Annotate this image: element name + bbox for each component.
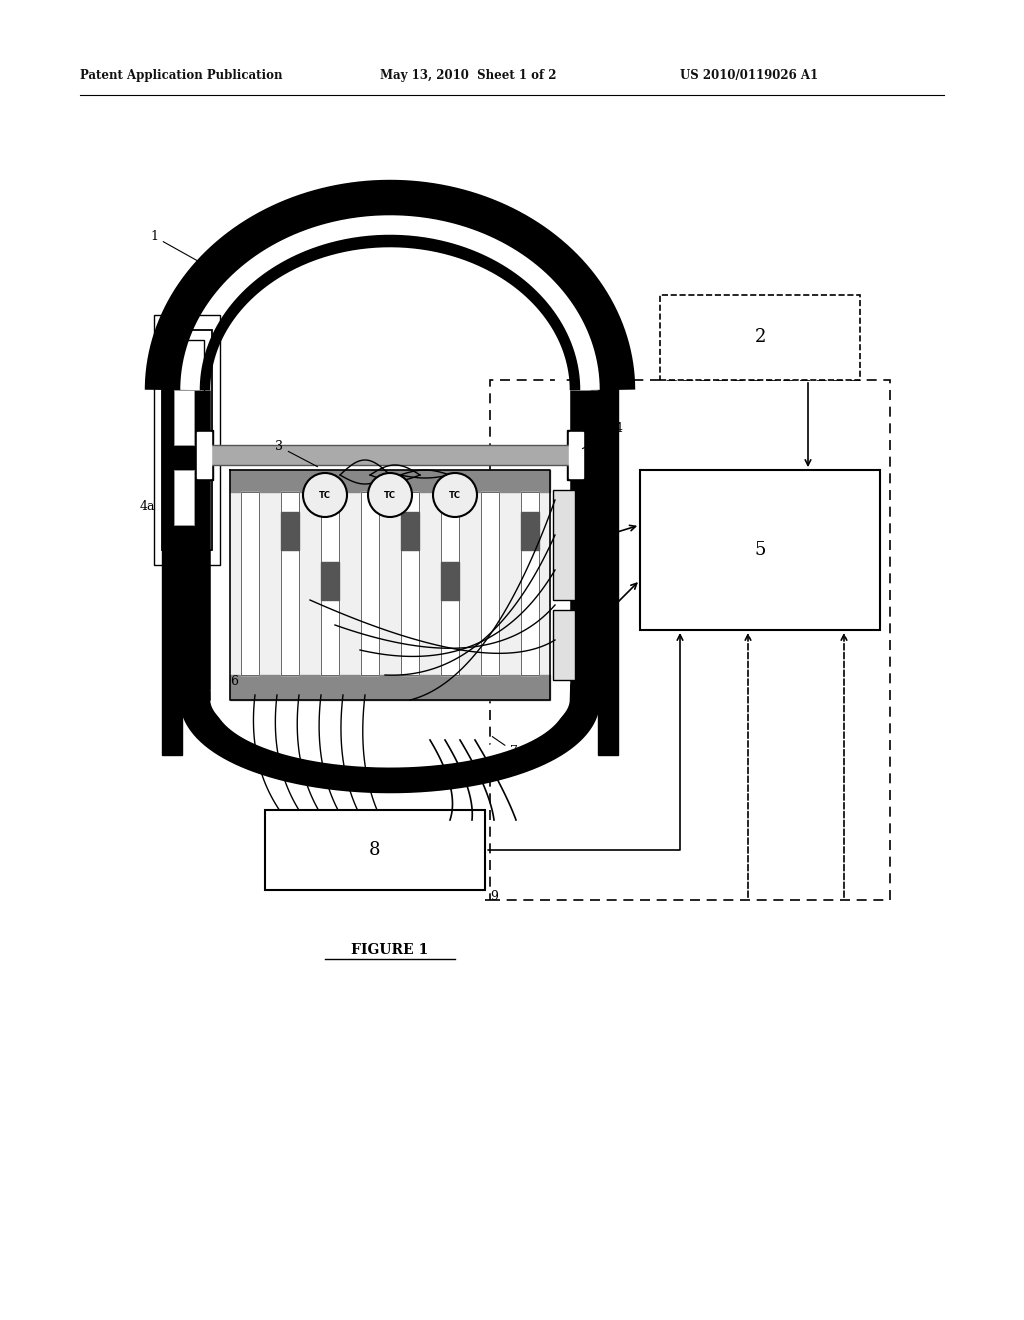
Polygon shape	[241, 492, 259, 675]
Bar	[205, 445, 575, 465]
Text: TC: TC	[449, 491, 461, 499]
Polygon shape	[230, 470, 550, 492]
Text: US 2010/0119026 A1: US 2010/0119026 A1	[680, 69, 818, 82]
Polygon shape	[281, 492, 299, 675]
Polygon shape	[521, 512, 539, 550]
Text: 4d: 4d	[588, 671, 604, 682]
Text: 4b: 4b	[162, 675, 178, 688]
Polygon shape	[281, 512, 299, 550]
Polygon shape	[481, 492, 499, 675]
Text: TC: TC	[319, 491, 331, 499]
Text: 8: 8	[370, 841, 381, 859]
Polygon shape	[569, 432, 583, 478]
Bar	[174, 389, 194, 445]
Bar	[162, 330, 212, 550]
Bar	[660, 294, 860, 380]
Text: 7: 7	[493, 737, 518, 758]
Polygon shape	[321, 562, 339, 601]
Polygon shape	[441, 492, 459, 675]
Bar	[553, 490, 575, 601]
Polygon shape	[321, 492, 339, 675]
Text: 6: 6	[230, 675, 238, 688]
Polygon shape	[598, 380, 618, 755]
Bar	[154, 315, 220, 565]
Text: Patent Application Publication: Patent Application Publication	[80, 69, 283, 82]
Polygon shape	[230, 675, 550, 700]
Circle shape	[368, 473, 412, 517]
Text: 4a: 4a	[139, 500, 155, 513]
Bar	[553, 610, 575, 680]
Text: 3: 3	[275, 440, 317, 467]
Bar	[170, 341, 204, 540]
Text: 1: 1	[150, 230, 203, 264]
Polygon shape	[162, 380, 182, 755]
Text: 4c: 4c	[588, 470, 603, 483]
Polygon shape	[401, 492, 419, 675]
Text: FIGURE 1: FIGURE 1	[351, 942, 429, 957]
Text: 5: 5	[755, 541, 766, 558]
Circle shape	[433, 473, 477, 517]
Bar	[640, 470, 880, 630]
Bar	[174, 470, 194, 525]
Text: 2: 2	[755, 329, 766, 346]
Bar	[490, 380, 890, 900]
Polygon shape	[521, 492, 539, 675]
Text: May 13, 2010  Sheet 1 of 2: May 13, 2010 Sheet 1 of 2	[380, 69, 556, 82]
Text: 4: 4	[583, 422, 623, 449]
Polygon shape	[401, 512, 419, 550]
Circle shape	[303, 473, 347, 517]
Bar	[265, 810, 485, 890]
Polygon shape	[361, 492, 379, 675]
Polygon shape	[167, 430, 213, 480]
Polygon shape	[230, 470, 550, 700]
Polygon shape	[567, 430, 613, 480]
Polygon shape	[197, 432, 211, 478]
Text: TC: TC	[384, 491, 396, 499]
Text: 9: 9	[490, 890, 498, 903]
Polygon shape	[441, 562, 459, 601]
